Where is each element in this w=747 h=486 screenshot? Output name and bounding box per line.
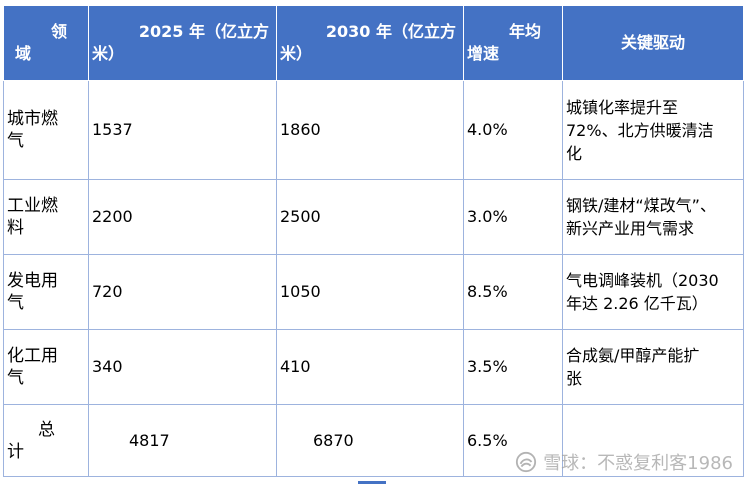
row-2025-value: 1537 xyxy=(88,80,277,180)
row-driver: 城镇化率提升至 72%、北方供暖清洁 化 xyxy=(562,80,744,180)
row-domain-line2: 气 xyxy=(7,131,24,151)
row-driver-line: 新兴产业用气需求 xyxy=(566,219,695,238)
row-domain-line1: 工业燃 xyxy=(7,196,58,216)
row-domain: 发电用 气 xyxy=(3,254,89,330)
header-row: 领 域 2025 年（亿立方 米） 2030 年（亿立方 米） 年均 增速 关键… xyxy=(3,5,744,81)
header-2030: 2030 年（亿立方 米） xyxy=(276,5,464,81)
row-2030-value: 410 xyxy=(276,329,464,405)
row-2025-value: 340 xyxy=(88,329,277,405)
row-2030-value: 1860 xyxy=(276,80,464,180)
row-domain-line2: 气 xyxy=(7,293,24,313)
row-driver-line: 合成氨/甲醇产能扩 xyxy=(566,346,700,365)
row-driver-line: 化 xyxy=(566,143,583,163)
row-driver-line: 张 xyxy=(566,369,583,388)
header-2030-line2: 米） xyxy=(280,44,313,63)
header-growth-line1: 年均 xyxy=(508,22,541,41)
header-drivers: 关键驱动 xyxy=(562,5,744,81)
header-2025-line2: 米） xyxy=(92,44,125,63)
row-driver-line: 钢铁/建材“煤改气”、 xyxy=(566,196,716,215)
row-2025-value: 2200 xyxy=(88,179,277,255)
row-driver-line: 城镇化率提升至 xyxy=(566,97,679,117)
page-indicator xyxy=(358,481,386,484)
row-domain-line2: 料 xyxy=(7,218,24,238)
header-2025: 2025 年（亿立方 米） xyxy=(88,5,277,81)
row-2025-value: 720 xyxy=(88,254,277,330)
row-domain: 城市燃 气 xyxy=(3,80,89,180)
total-row: 总 计 4817 6870 6.5% xyxy=(3,404,744,477)
header-domain: 领 域 xyxy=(3,5,89,81)
row-growth: 8.5% xyxy=(463,254,563,330)
row-domain-line1: 城市燃 xyxy=(7,109,58,129)
total-driver xyxy=(562,404,744,477)
row-growth: 3.0% xyxy=(463,179,563,255)
snowball-logo-icon xyxy=(516,451,537,473)
total-2030-value: 6870 xyxy=(276,404,464,477)
total-growth: 6.5% xyxy=(463,404,563,477)
header-domain-line2: 域 xyxy=(15,44,32,63)
gas-demand-table: 领 域 2025 年（亿立方 米） 2030 年（亿立方 米） 年均 增速 关键… xyxy=(3,5,744,477)
row-domain-line1: 化工用 xyxy=(7,346,58,366)
row-growth: 4.0% xyxy=(463,80,563,180)
total-2025-value: 4817 xyxy=(88,404,277,477)
total-label-line1: 总 xyxy=(38,419,55,440)
row-domain: 化工用 气 xyxy=(3,329,89,405)
header-growth-line2: 增速 xyxy=(467,44,500,63)
table-row: 发电用 气 720 1050 8.5% 气电调峰装机（2030 年达 2.26 … xyxy=(3,254,744,330)
row-domain-line2: 气 xyxy=(7,368,24,388)
watermark-text: 雪球：不惑复利客1986 xyxy=(543,453,733,474)
row-domain-line1: 发电用 xyxy=(7,271,58,291)
row-driver-line: 气电调峰装机（2030 xyxy=(566,271,719,290)
header-drivers-label: 关键驱动 xyxy=(620,33,685,52)
header-growth: 年均 增速 xyxy=(463,5,563,81)
row-driver: 气电调峰装机（2030 年达 2.26 亿千瓦） xyxy=(562,254,744,330)
row-driver-line: 72%、北方供暖清洁 xyxy=(566,120,714,140)
header-2025-line1: 2025 年（亿立方 xyxy=(138,22,269,41)
header-domain-line1: 领 xyxy=(50,22,67,41)
row-driver: 合成氨/甲醇产能扩 张 xyxy=(562,329,744,405)
row-growth: 3.5% xyxy=(463,329,563,405)
row-2030-value: 2500 xyxy=(276,179,464,255)
table-row: 化工用 气 340 410 3.5% 合成氨/甲醇产能扩 张 xyxy=(3,329,744,405)
watermark: 雪球：不惑复利客1986 xyxy=(515,449,733,475)
row-domain: 工业燃 料 xyxy=(3,179,89,255)
row-2030-value: 1050 xyxy=(276,254,464,330)
row-driver: 钢铁/建材“煤改气”、 新兴产业用气需求 xyxy=(562,179,744,255)
table-row: 工业燃 料 2200 2500 3.0% 钢铁/建材“煤改气”、 新兴产业用气需… xyxy=(3,179,744,255)
total-label: 总 计 xyxy=(3,404,89,477)
table-row: 城市燃 气 1537 1860 4.0% 城镇化率提升至 72%、北方供暖清洁 … xyxy=(3,80,744,180)
total-label-line2: 计 xyxy=(7,441,24,462)
header-2030-line1: 2030 年（亿立方 xyxy=(325,22,456,41)
row-driver-line: 年达 2.26 亿千瓦） xyxy=(566,294,708,313)
